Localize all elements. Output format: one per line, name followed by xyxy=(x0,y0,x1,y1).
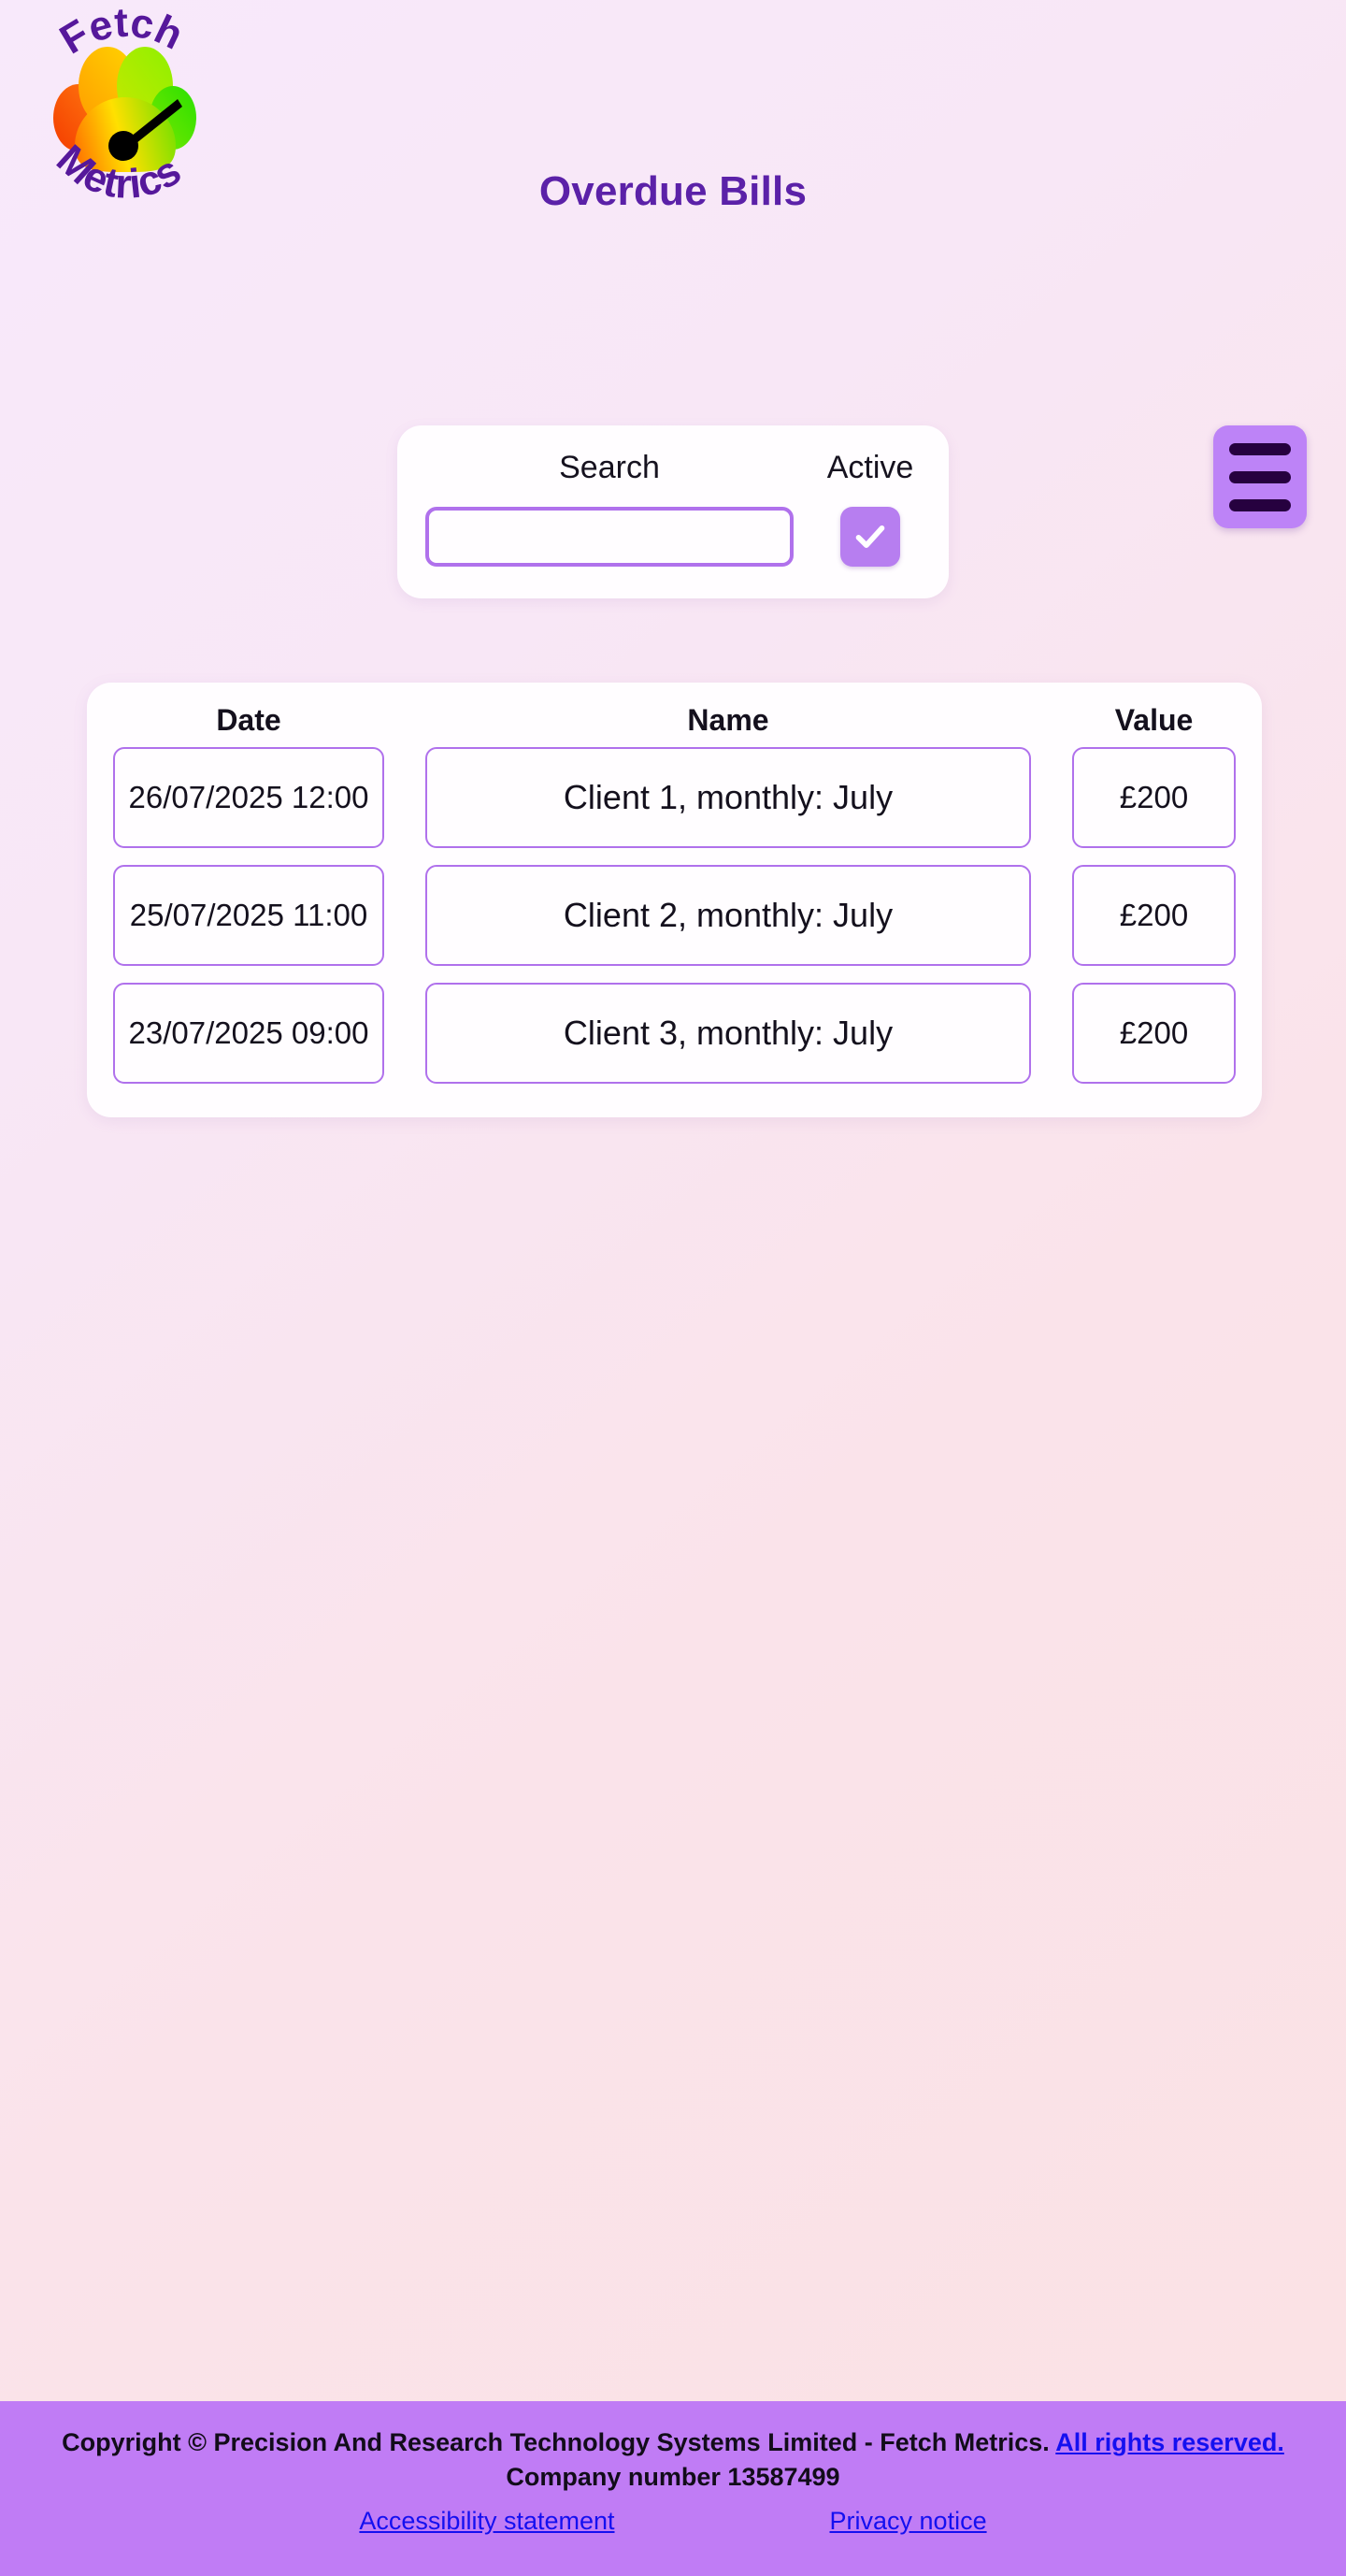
column-header-name: Name xyxy=(687,703,769,737)
all-rights-reserved-link[interactable]: All rights reserved. xyxy=(1055,2428,1284,2456)
hamburger-menu-icon-bar-3 xyxy=(1229,498,1291,511)
speedometer-needle xyxy=(108,99,182,161)
filter-panel: Search Active xyxy=(397,425,949,598)
cell-name: Client 2, monthly: July xyxy=(425,865,1031,966)
table-row[interactable]: 26/07/2025 12:00 Client 1, monthly: July… xyxy=(113,747,1236,848)
fetch-metrics-logo: Fetch Metrics xyxy=(21,7,226,213)
cell-date: 26/07/2025 12:00 xyxy=(113,747,384,848)
hamburger-menu-button[interactable] xyxy=(1213,425,1307,528)
table-row[interactable]: 25/07/2025 11:00 Client 2, monthly: July… xyxy=(113,865,1236,966)
accessibility-statement-link[interactable]: Accessibility statement xyxy=(359,2506,615,2535)
search-label: Search xyxy=(559,450,660,485)
search-input[interactable] xyxy=(425,507,794,567)
copyright-part-1: Copyright © Precision And Research Techn… xyxy=(62,2428,1056,2456)
active-label: Active xyxy=(826,450,914,485)
page-header: Fetch Metrics Overdue Bills xyxy=(0,0,1346,374)
column-header-value: Value xyxy=(1114,703,1194,737)
hamburger-menu-icon-bar-1 xyxy=(1229,442,1291,455)
privacy-notice-link[interactable]: Privacy notice xyxy=(829,2506,987,2535)
column-header-date: Date xyxy=(216,703,281,737)
page-footer: Copyright © Precision And Research Techn… xyxy=(0,2401,1346,2576)
cell-name: Client 1, monthly: July xyxy=(425,747,1031,848)
footer-links: Accessibility statement Privacy notice xyxy=(32,2507,1314,2536)
overdue-bills-table: Date Name Value 26/07/2025 12:00 Client … xyxy=(87,683,1262,1117)
table-row[interactable]: 23/07/2025 09:00 Client 3, monthly: July… xyxy=(113,983,1236,1084)
active-checkbox[interactable] xyxy=(840,507,900,567)
table-header-row: Date Name Value xyxy=(113,703,1236,738)
hamburger-menu-icon-bar-2 xyxy=(1229,470,1291,483)
cell-value: £200 xyxy=(1072,747,1236,848)
copyright-text: Copyright © Precision And Research Techn… xyxy=(32,2425,1314,2496)
cell-date: 25/07/2025 11:00 xyxy=(113,865,384,966)
cell-date: 23/07/2025 09:00 xyxy=(113,983,384,1084)
cell-value: £200 xyxy=(1072,983,1236,1084)
cell-name: Client 3, monthly: July xyxy=(425,983,1031,1084)
active-field-group: Active xyxy=(820,450,921,567)
search-field-group: Search xyxy=(425,450,794,567)
copyright-part-2: Company number 13587499 xyxy=(506,2463,840,2492)
check-icon xyxy=(855,525,885,548)
cell-value: £200 xyxy=(1072,865,1236,966)
page-title: Overdue Bills xyxy=(538,168,808,214)
